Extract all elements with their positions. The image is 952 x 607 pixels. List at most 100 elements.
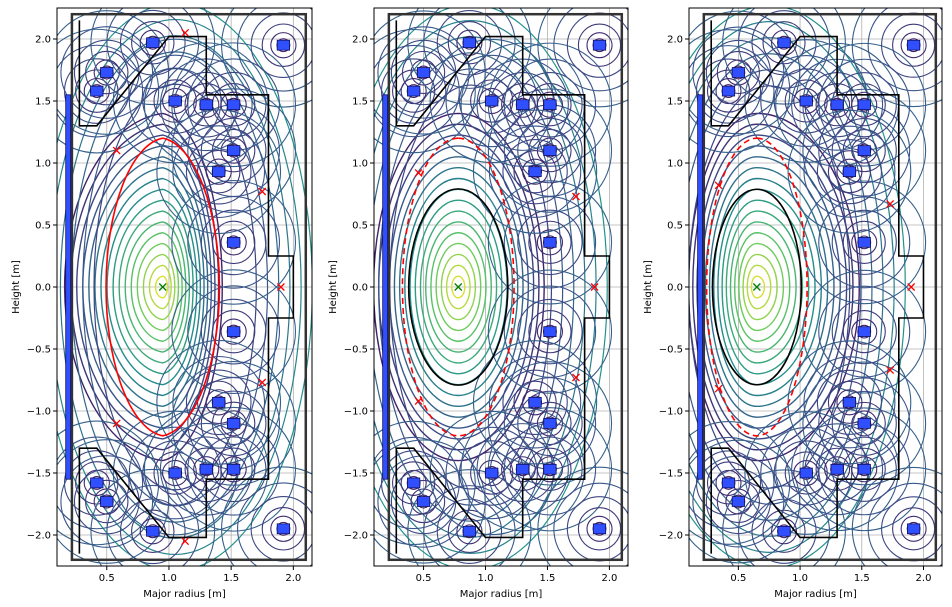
equilibrium-panel-1: 0.5 1.0 1.5 2.0 −2.0 −1.5 −1.0 −0.5 0.0 0.5 1.0 1.5… [11, 7, 313, 600]
coil-flux-contour [423, 485, 516, 566]
coil-flux-contour [200, 209, 267, 276]
coil-flux-contour [200, 298, 267, 365]
coil-flux-contour [172, 355, 266, 449]
coil-flux-contour [185, 138, 252, 205]
pf-coil [462, 37, 476, 49]
coil-flux-contour [187, 195, 281, 289]
coil-flux-contour [456, 29, 483, 56]
coil-flux-contour [171, 269, 297, 395]
coil-flux-contour [131, 509, 175, 554]
coil-flux-contour [716, 479, 760, 524]
coil-flux-contour [131, 20, 175, 65]
coil-flux-contour [487, 361, 613, 486]
coil-flux-contour [689, 29, 791, 153]
y-tick-label: −1.0 [344, 407, 368, 418]
central-solenoid [697, 94, 703, 480]
coil-flux-contour [85, 50, 129, 95]
x-tick-label: 1.5 [223, 573, 239, 584]
flux-contour [414, 199, 503, 375]
pf-coil [543, 145, 557, 156]
pf-coil [721, 477, 736, 489]
coil-flux-contour [831, 390, 897, 456]
coil-flux-contour [836, 158, 863, 185]
coil-flux-contour [220, 318, 247, 345]
x-point-marker [112, 419, 121, 428]
outer-flux-contour [378, 68, 564, 506]
pf-coil [592, 523, 607, 535]
outer-flux-contour [689, 8, 906, 566]
coil-flux-contour [185, 369, 252, 436]
coil-flux-contour [172, 125, 266, 219]
coil-flux-contour [401, 50, 446, 95]
coil-flux-contour [722, 469, 846, 566]
coil-flux-contour [692, 455, 785, 548]
x-tick-label: 2.0 [916, 573, 932, 584]
x-tick-label: 1.0 [161, 573, 177, 584]
coil-flux-contour [851, 8, 942, 108]
coil-flux-contour [751, 10, 817, 76]
x-point-marker [590, 283, 599, 291]
y-tick-label: −1.0 [27, 407, 51, 418]
outer-flux-contour [689, 21, 895, 553]
pf-coil [528, 166, 542, 178]
coil-flux-contour [513, 150, 557, 194]
flux-contour [738, 242, 785, 332]
y-tick-label: 0.5 [352, 221, 368, 232]
flux-contour [124, 221, 187, 353]
pf-coil [857, 145, 871, 156]
coil-flux-contour [237, 8, 312, 92]
y-tick-label: −1.0 [659, 407, 683, 418]
coil-flux-contour [377, 26, 470, 119]
coil-flux-contour [851, 318, 878, 345]
y-tick-label: 2.0 [352, 35, 368, 46]
x-tick-label: 0.5 [730, 573, 746, 584]
coil-flux-contour [237, 482, 312, 566]
coil-flux-contour [760, 426, 853, 520]
first-wall-outline [395, 20, 611, 554]
coil-flux-contour [803, 125, 896, 218]
coil-flux-contour [867, 8, 942, 92]
coil-flux-contour [407, 469, 532, 566]
coil-flux-contour [513, 380, 557, 424]
coil-flux-contour [725, 59, 752, 86]
coil-flux-contour [90, 8, 216, 106]
equilibrium-panel-3: 0.5 1.0 1.5 2.0 −2.0 −1.5 −1.0 −0.5 0.0 0.5 1.0 1.5… [643, 7, 943, 600]
coil-flux-contour [171, 361, 297, 486]
coil-flux-contour [472, 340, 598, 465]
pf-coil [416, 496, 431, 507]
x-point-marker [714, 181, 723, 190]
pf-coil [543, 326, 557, 337]
flux-contour [750, 275, 766, 299]
pf-coil [199, 99, 213, 111]
y-tick-label: −2.0 [659, 531, 683, 542]
coil-flux-contour [521, 389, 549, 416]
flux-contour [142, 253, 176, 321]
pf-coil [227, 326, 241, 338]
flux-contour [112, 199, 194, 375]
coil-flux-contour [211, 220, 256, 265]
coil-flux-contour [250, 495, 312, 562]
coil-flux-contour [900, 32, 927, 59]
coil-flux-contour [57, 44, 144, 138]
pf-coil [543, 463, 557, 475]
flux-contour [419, 210, 498, 364]
coil-flux-contour [57, 420, 160, 546]
coil-flux-contour [470, 451, 514, 495]
coil-flux-contour [536, 456, 564, 483]
coil-flux-contour [771, 518, 798, 545]
pf-coil [777, 525, 791, 537]
pf-coil [100, 67, 114, 78]
coil-flux-contour [784, 79, 828, 123]
pf-coil [543, 237, 557, 248]
coil-flux-contour [586, 515, 613, 542]
coil-flux-contour [436, 10, 503, 76]
y-axis-label: Height [m] [643, 260, 654, 314]
vessel-outline [70, 12, 308, 562]
coil-flux-contour [374, 439, 486, 564]
flux-contour [383, 134, 535, 440]
flux-contour [94, 166, 205, 408]
coil-flux-contour [503, 196, 597, 289]
y-tick-label: 0.0 [667, 283, 683, 294]
coil-flux-contour [60, 455, 154, 548]
pf-coil [407, 477, 421, 489]
